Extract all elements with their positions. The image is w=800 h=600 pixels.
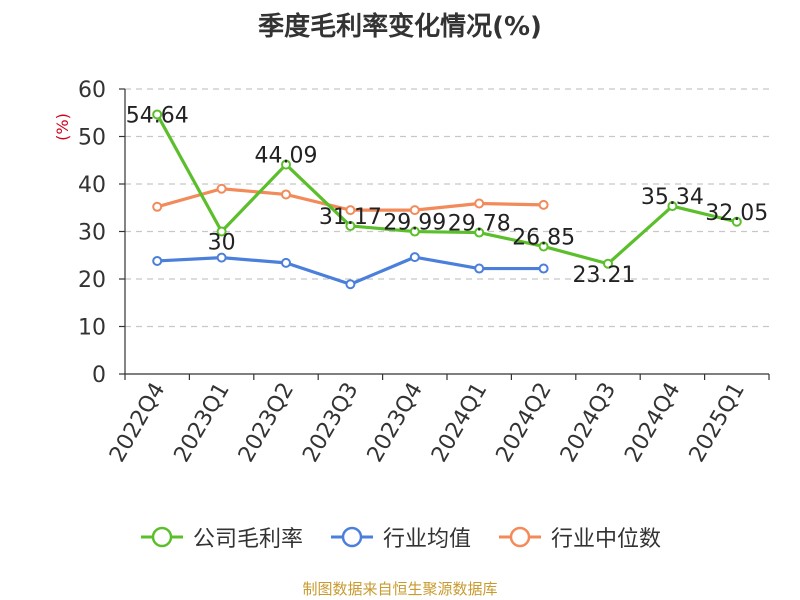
data-point	[216, 183, 227, 194]
data-point	[152, 201, 163, 212]
data-point	[474, 198, 485, 209]
y-tick-label: 20	[78, 268, 106, 293]
legend: 公司毛利率 行业均值 行业中位数	[0, 520, 800, 554]
data-point	[474, 227, 485, 238]
y-tick-label: 30	[78, 221, 106, 246]
data-point	[538, 199, 549, 210]
legend-swatch	[499, 526, 541, 548]
data-label: 29.99	[383, 211, 446, 236]
data-point	[216, 226, 227, 237]
x-tick-label: 2023Q3	[298, 379, 363, 467]
data-point	[345, 220, 356, 231]
data-point	[281, 257, 291, 268]
data-label: 44.09	[255, 144, 318, 169]
data-label: 35.34	[641, 185, 704, 210]
series-line	[155, 113, 738, 266]
data-label: 26.85	[512, 225, 575, 250]
data-label: 30	[208, 231, 236, 256]
data-point	[152, 109, 163, 120]
chart-title: 季度毛利率变化情况(%)	[258, 12, 542, 42]
data-point	[474, 263, 485, 274]
legend-item: 行业中位数	[497, 521, 661, 553]
data-point	[731, 216, 742, 227]
data-label: 29.78	[448, 212, 511, 237]
data-label: 32.05	[705, 201, 768, 226]
data-label: 23.21	[573, 263, 636, 288]
data-label: 31.17	[319, 205, 382, 230]
legend-swatch-marker	[151, 526, 173, 548]
x-tick-label: 2024Q2	[491, 379, 556, 467]
legend-label: 行业均值	[382, 527, 471, 552]
x-tick-label: 2023Q2	[234, 379, 299, 467]
data-point	[281, 189, 291, 200]
legend-item: 公司毛利率	[139, 521, 303, 553]
x-tick-label: 2023Q1	[169, 379, 234, 467]
data-point	[667, 201, 678, 212]
legend-swatch	[330, 526, 373, 548]
legend-swatch-marker	[509, 526, 531, 548]
source-note: 制图数据来自恒生聚源数据库	[302, 580, 498, 598]
x-tick-label: 2024Q3	[556, 379, 621, 467]
y-tick-label: 60	[78, 78, 106, 103]
data-point	[409, 205, 420, 216]
data-point	[538, 263, 549, 274]
legend-swatch	[140, 526, 183, 548]
data-point	[281, 159, 291, 170]
x-tick-label: 2024Q4	[620, 379, 685, 467]
x-tick-label: 2024Q1	[427, 379, 492, 467]
legend-item: 行业均值	[329, 521, 471, 553]
x-tick-label: 2023Q4	[363, 379, 428, 467]
x-tick-label: 2025Q1	[685, 379, 750, 467]
data-label: 54.64	[126, 103, 189, 128]
data-point	[345, 279, 356, 290]
legend-label: 公司毛利率	[192, 527, 303, 552]
y-axis-label: (%)	[53, 113, 72, 141]
data-point	[152, 255, 163, 266]
data-point	[409, 226, 420, 237]
y-tick-label: 40	[78, 173, 106, 198]
x-tick-label: 2022Q4	[105, 379, 170, 467]
y-tick-label: 10	[78, 316, 106, 341]
data-point	[409, 252, 420, 263]
series-lines	[152, 109, 742, 290]
data-point	[538, 241, 549, 252]
y-tick-label: 50	[78, 126, 106, 151]
legend-swatch-marker	[341, 526, 363, 548]
data-point	[345, 205, 356, 216]
y-tick-label: 0	[92, 363, 106, 388]
data-point	[216, 252, 227, 263]
data-point	[603, 258, 613, 269]
legend-label: 行业中位数	[551, 527, 662, 552]
